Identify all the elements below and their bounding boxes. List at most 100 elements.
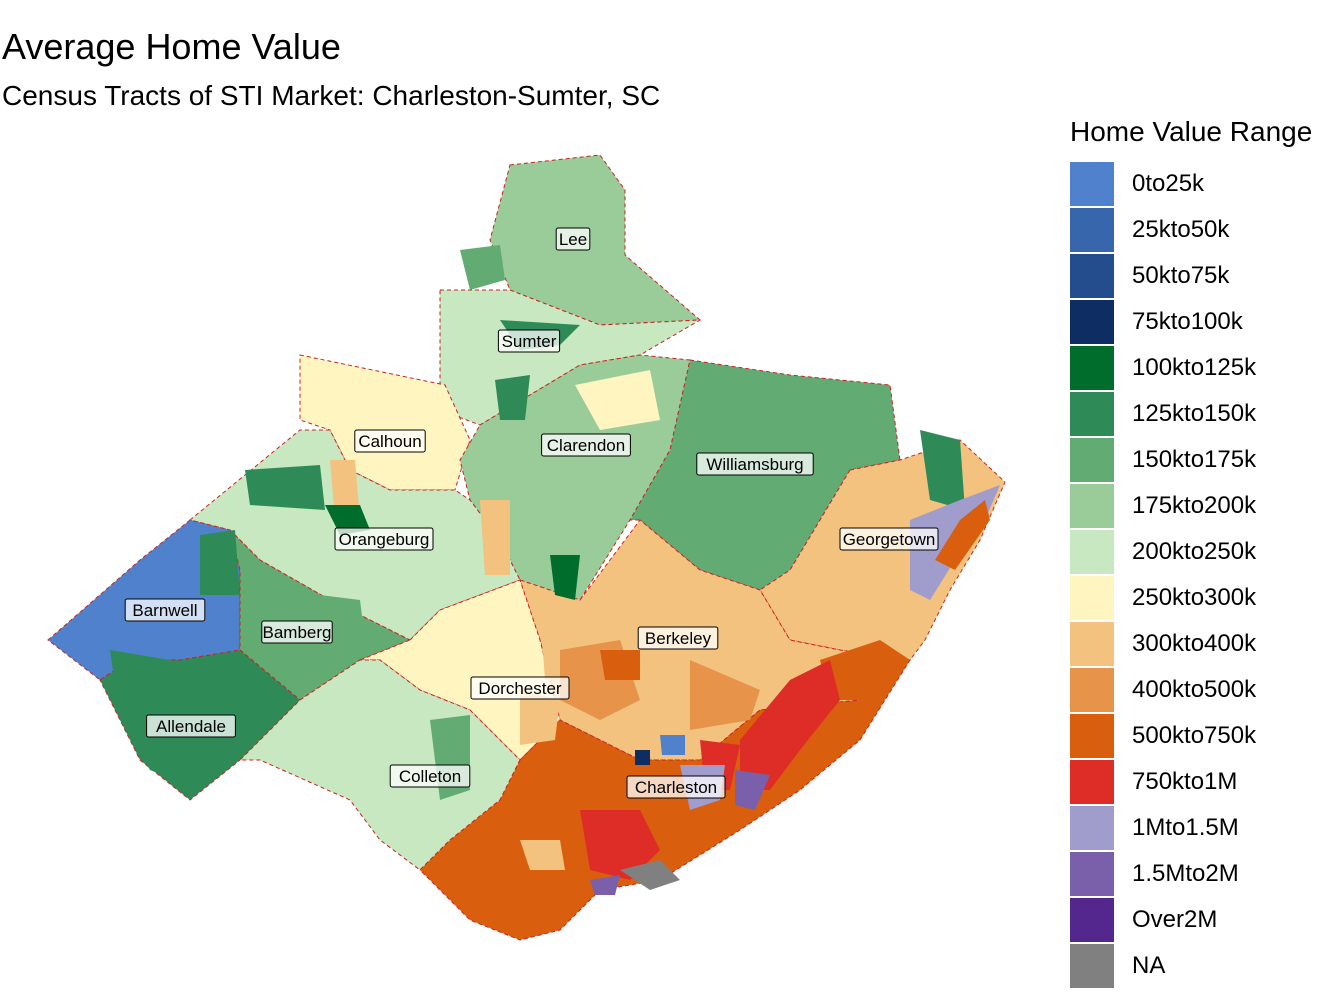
legend-label: 500kto750k [1132, 722, 1257, 749]
county-label-text: Allendale [156, 717, 226, 736]
legend-label: 150kto175k [1132, 446, 1257, 473]
legend-item: 125kto150k [1070, 392, 1344, 438]
county-label-box [626, 775, 726, 799]
county-label-box [497, 329, 561, 353]
legend-item: 50kto75k [1070, 254, 1344, 300]
county-label-charleston: Charleston [626, 775, 726, 799]
legend-swatch [1070, 806, 1114, 850]
legend-item: 250kto300k [1070, 576, 1344, 622]
legend-swatch [1070, 622, 1114, 666]
legend-label: 25kto50k [1132, 216, 1230, 243]
county-label-bamberg: Bamberg [261, 620, 333, 644]
map-subtitle: Census Tracts of STI Market: Charleston-… [2, 80, 661, 111]
legend-label: 750kto1M [1132, 768, 1238, 795]
county-label-text: Clarendon [547, 436, 625, 455]
legend-swatch [1070, 346, 1114, 390]
tract-patch [550, 555, 580, 600]
legend-swatch [1070, 484, 1114, 528]
county-label-box [261, 620, 333, 644]
tract-patch [245, 465, 325, 510]
legend-item: 300kto400k [1070, 622, 1344, 668]
legend-swatch [1070, 760, 1114, 804]
county-label-text: Charleston [635, 778, 717, 797]
tract-patch [590, 875, 620, 895]
county-label-box [354, 429, 426, 453]
county-label-box [839, 527, 939, 551]
legend-label: 400kto500k [1132, 676, 1257, 703]
legend-label: 250kto300k [1132, 584, 1257, 611]
county-label-text: Barnwell [132, 601, 197, 620]
legend-label: 1.5Mto2M [1132, 860, 1239, 887]
tract-patch [460, 245, 505, 290]
choropleth-map: Lee Sumter Calhoun Clarendon Williamsburg Ora… [47, 154, 1006, 941]
legend-item: 1.5Mto2M [1070, 852, 1344, 898]
legend-label: 75kto100k [1132, 308, 1243, 335]
legend-label: 125kto150k [1132, 400, 1257, 427]
legend-swatch [1070, 208, 1114, 252]
legend-title: Home Value Range [1070, 116, 1313, 147]
county-label-clarendon: Clarendon [541, 433, 631, 457]
legend-label: 0to25k [1132, 170, 1205, 197]
legend-swatch [1070, 852, 1114, 896]
tract-patch [580, 810, 660, 880]
county-label-sumter: Sumter [497, 329, 561, 353]
county-label-box [146, 714, 236, 738]
county-label-orangeburg: Orangeburg [334, 527, 434, 551]
tract-patch [635, 750, 650, 765]
county-label-colleton: Colleton [389, 764, 471, 788]
legend-label: 175kto200k [1132, 492, 1257, 519]
county-label-text: Colleton [399, 767, 461, 786]
legend-label: Over2M [1132, 906, 1218, 933]
tract-patch [660, 735, 685, 755]
county-label-allendale: Allendale [146, 714, 236, 738]
legend-item: 200kto250k [1070, 530, 1344, 576]
county-label-williamsburg: Williamsburg [696, 452, 814, 476]
legend-label: 1Mto1.5M [1132, 814, 1239, 841]
tract-patch [690, 660, 760, 730]
legend-swatch [1070, 300, 1114, 344]
county-label-georgetown: Georgetown [839, 527, 939, 551]
legend-swatch [1070, 898, 1114, 942]
map-title: Average Home Value [2, 26, 341, 67]
legend-swatch [1070, 714, 1114, 758]
county-label-text: Orangeburg [339, 530, 430, 549]
legend-label: 50kto75k [1132, 262, 1230, 289]
legend-swatch [1070, 392, 1114, 436]
county-label-text: Calhoun [358, 432, 421, 451]
county-label-box [470, 676, 570, 700]
county-label-dorchester: Dorchester [470, 676, 570, 700]
legend-item: 1Mto1.5M [1070, 806, 1344, 852]
county-label-text: Sumter [502, 332, 557, 351]
county-label-box [389, 764, 471, 788]
legend-label: 100kto125k [1132, 354, 1257, 381]
county-label-box [541, 433, 631, 457]
county-label-box [334, 527, 434, 551]
tract-patch [520, 690, 560, 745]
tract-patch [935, 500, 990, 570]
legend-label: 200kto250k [1132, 538, 1257, 565]
tract-patch [480, 500, 510, 575]
legend-item: 175kto200k [1070, 484, 1344, 530]
legend-label: NA [1132, 952, 1166, 979]
county-label-lee: Lee [555, 227, 591, 251]
tract-patch [735, 770, 770, 810]
legend-item: 150kto175k [1070, 438, 1344, 484]
legend-item: 100kto125k [1070, 346, 1344, 392]
county-label-text: Berkeley [645, 629, 712, 648]
county-label-text: Georgetown [843, 530, 936, 549]
tract-patch [820, 640, 910, 700]
legend-swatch [1070, 944, 1114, 988]
legend-swatch [1070, 162, 1114, 206]
county-label-text: Dorchester [478, 679, 561, 698]
tract-patch [200, 530, 240, 595]
legend-item: 75kto100k [1070, 300, 1344, 346]
legend-item: 25kto50k [1070, 208, 1344, 254]
tract-patch [700, 365, 770, 440]
legend-item: NA [1070, 944, 1344, 990]
county-label-box [696, 452, 814, 476]
county-label-text: Bamberg [263, 623, 332, 642]
legend: Home Value Range 0to25k 25kto50k 50kto75k 7… [1070, 116, 1344, 990]
legend-item: 0to25k [1070, 162, 1344, 208]
legend-swatch [1070, 254, 1114, 298]
county-label-text: Williamsburg [706, 455, 803, 474]
